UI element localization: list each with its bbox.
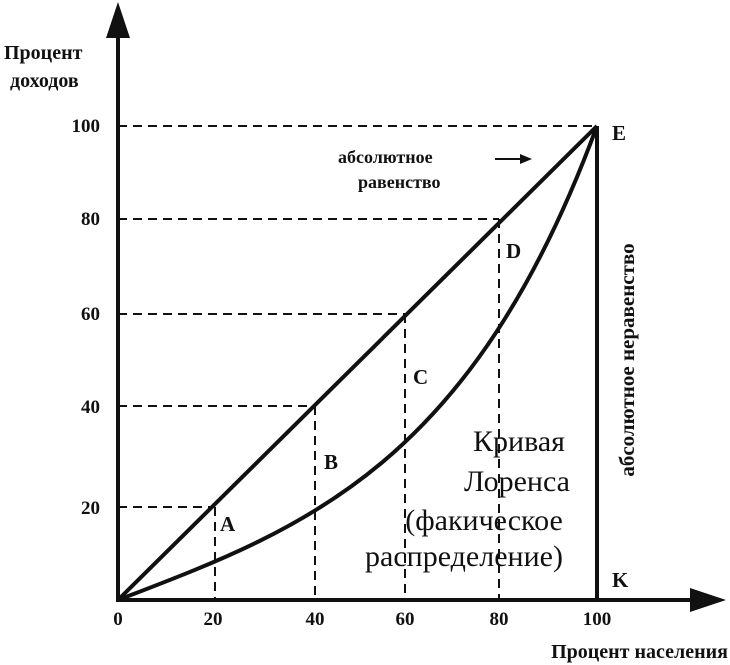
x-tick-label: 40	[306, 609, 325, 630]
absolute-equality-label-line2: равенство	[358, 172, 441, 192]
region-label-b: B	[324, 450, 338, 474]
lorenz-label-line4: распределение)	[365, 540, 563, 573]
y-axis-arrow	[106, 2, 130, 38]
x-tick-label: 80	[490, 609, 509, 630]
x-tick-label: 0	[113, 609, 123, 630]
y-tick-label: 60	[81, 304, 100, 325]
x-axis-arrow	[690, 588, 726, 612]
absolute-equality-label-line1: абсолютное	[338, 147, 433, 167]
region-label-d: D	[506, 239, 521, 263]
absolute-inequality-label: абсолютное неравенство	[615, 243, 639, 476]
y-tick-label: 20	[81, 498, 100, 519]
y-axis-title-line1: Процент	[4, 42, 83, 64]
x-tick-label: 60	[396, 609, 415, 630]
y-tick-label: 40	[81, 397, 100, 418]
guide-lines	[118, 125, 597, 600]
lorenz-label-line1: Кривая	[473, 425, 565, 458]
lorenz-label-line2: Лоренса	[464, 465, 570, 498]
lorenz-label-line3: (факическое	[405, 504, 563, 537]
x-tick-label: 100	[583, 609, 612, 630]
point-label-e: E	[612, 121, 626, 145]
y-axis-title-line2: доходов	[10, 70, 79, 92]
y-tick-label: 100	[72, 116, 101, 137]
region-label-a: A	[220, 512, 236, 536]
x-tick-label: 20	[204, 609, 223, 630]
region-label-c: C	[413, 365, 428, 389]
x-axis-title: Процент населения	[551, 641, 728, 663]
equality-arrow-icon	[495, 154, 532, 164]
y-tick-label: 80	[81, 209, 100, 230]
point-label-k: K	[612, 568, 629, 592]
lorenz-curve	[117, 125, 599, 602]
axes	[116, 30, 698, 602]
absolute-equality-line	[116, 124, 599, 602]
